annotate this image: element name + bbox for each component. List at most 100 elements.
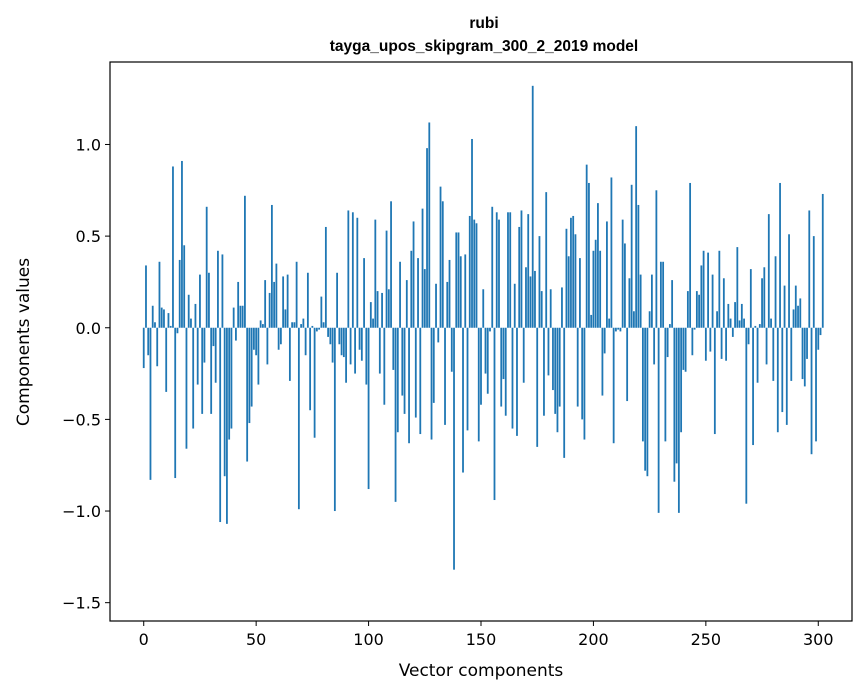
bar xyxy=(405,280,408,328)
bar xyxy=(556,327,559,433)
bar xyxy=(338,327,341,345)
bar xyxy=(154,322,156,328)
bar xyxy=(181,160,183,328)
bar xyxy=(545,192,548,328)
bar xyxy=(493,327,496,501)
bar xyxy=(194,303,197,328)
bar xyxy=(594,239,597,328)
bar xyxy=(606,221,608,328)
bar xyxy=(401,327,404,396)
bar xyxy=(309,327,312,411)
bar xyxy=(698,294,700,328)
bar xyxy=(666,327,669,358)
bar xyxy=(156,327,159,367)
bar xyxy=(257,327,260,385)
bar xyxy=(779,182,781,328)
bar xyxy=(799,298,802,328)
bar xyxy=(630,184,633,328)
bar xyxy=(347,210,350,328)
bar xyxy=(199,274,201,328)
bar xyxy=(720,327,723,359)
bar xyxy=(808,210,811,328)
bar xyxy=(169,325,172,328)
bar xyxy=(664,327,667,442)
bar xyxy=(277,327,280,350)
bar xyxy=(275,263,278,328)
bar xyxy=(235,327,237,341)
bar xyxy=(601,327,604,396)
bar xyxy=(484,327,487,374)
bar xyxy=(572,215,575,328)
bar xyxy=(178,259,181,328)
bar xyxy=(324,226,327,328)
bar xyxy=(650,274,653,328)
bar xyxy=(576,327,579,407)
bar xyxy=(579,258,581,328)
bar xyxy=(149,327,152,480)
bar xyxy=(241,305,244,328)
bar xyxy=(430,327,433,440)
bar xyxy=(360,327,363,361)
bar xyxy=(369,302,372,328)
bar xyxy=(745,327,748,504)
bar xyxy=(419,327,422,435)
bar xyxy=(273,281,276,328)
bar xyxy=(819,327,822,336)
bar xyxy=(527,214,530,328)
y-axis-label: Components values xyxy=(14,258,34,426)
bar xyxy=(815,327,817,442)
bar xyxy=(700,265,703,328)
bar xyxy=(540,291,543,328)
bar xyxy=(659,261,662,328)
bar xyxy=(329,327,332,345)
bar xyxy=(387,289,390,328)
bar xyxy=(702,250,705,328)
bar xyxy=(747,327,750,345)
bar xyxy=(201,327,204,414)
bar xyxy=(381,292,383,328)
bar xyxy=(250,327,253,407)
bar xyxy=(806,327,808,359)
bar xyxy=(246,327,249,462)
bar xyxy=(518,226,521,328)
bar xyxy=(187,294,190,328)
bar xyxy=(529,276,532,328)
bar xyxy=(662,261,665,328)
bar xyxy=(450,327,453,372)
bar xyxy=(471,138,473,328)
bar xyxy=(302,318,305,328)
bar xyxy=(392,327,395,370)
x-axis-label: Vector components xyxy=(399,661,564,681)
bar xyxy=(286,274,289,328)
x-tick-label: 50 xyxy=(246,630,266,649)
bar xyxy=(248,327,251,424)
bar xyxy=(648,311,651,328)
bar xyxy=(738,320,741,328)
bar xyxy=(502,327,505,380)
bar xyxy=(599,250,602,328)
y-tick-label: −1.5 xyxy=(62,594,101,613)
bar xyxy=(253,327,255,350)
bar xyxy=(581,327,584,420)
bar xyxy=(772,327,775,381)
bar xyxy=(689,182,692,328)
bar xyxy=(635,126,638,328)
bar xyxy=(374,219,377,328)
bar xyxy=(172,166,174,328)
bar xyxy=(788,234,790,328)
bar xyxy=(725,327,727,361)
bar xyxy=(284,309,287,328)
bar xyxy=(259,320,262,328)
bar xyxy=(318,327,321,330)
bar xyxy=(462,327,464,473)
bar xyxy=(466,327,469,431)
bar xyxy=(558,327,561,407)
bar xyxy=(390,201,392,328)
bar xyxy=(624,243,626,328)
bar xyxy=(214,327,217,383)
bar xyxy=(554,327,557,414)
bar xyxy=(785,327,788,425)
bar xyxy=(210,327,213,414)
bar xyxy=(498,219,500,328)
bar xyxy=(516,327,518,436)
